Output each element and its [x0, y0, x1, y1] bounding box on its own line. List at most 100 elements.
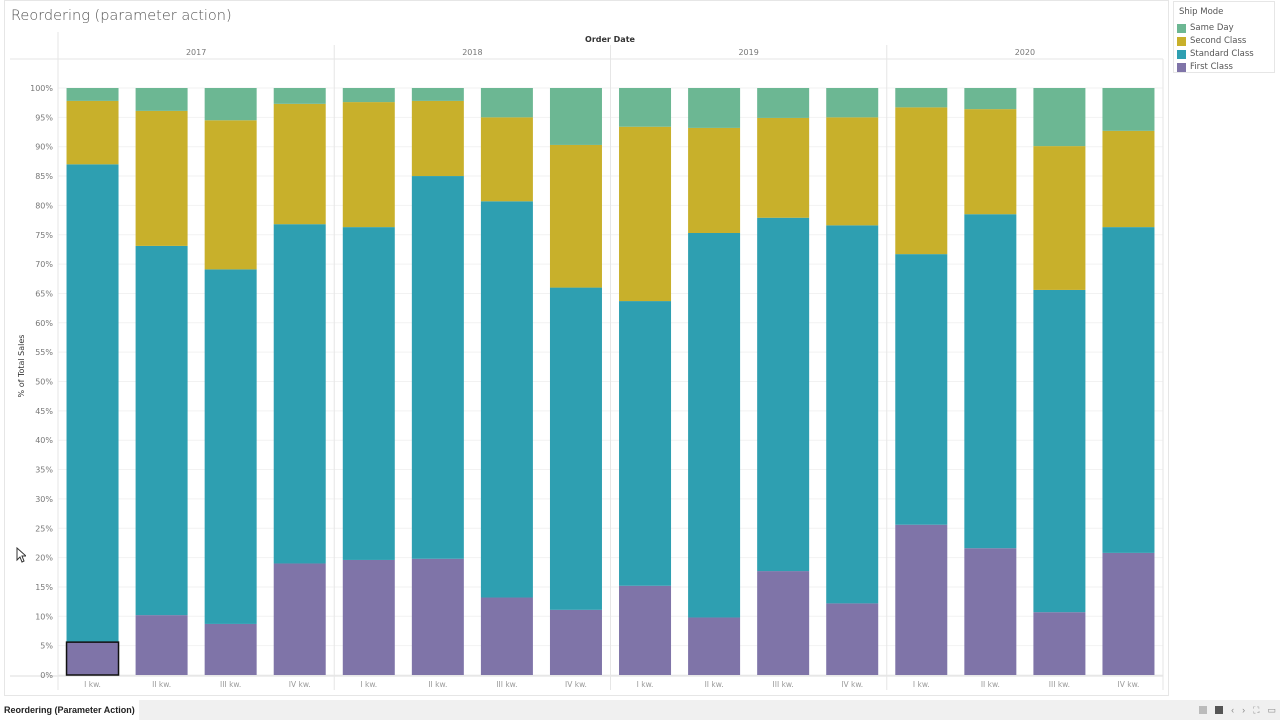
bar-segment-second-class[interactable]	[549, 144, 602, 288]
bar-segment-second-class[interactable]	[204, 120, 257, 270]
bar-segment-standard-class[interactable]	[549, 287, 602, 610]
bar-segment-first-class[interactable]	[964, 548, 1017, 675]
y-tick-label: 100%	[30, 84, 53, 93]
bar-segment-second-class[interactable]	[826, 117, 879, 226]
grid-view-icon[interactable]	[1199, 706, 1208, 714]
bar-segment-same-day[interactable]	[1102, 88, 1155, 131]
bar-segment-same-day[interactable]	[411, 88, 464, 101]
bar-segment-first-class[interactable]	[1033, 612, 1086, 675]
next-tab-icon[interactable]: ›	[1242, 705, 1246, 715]
bar-segment-first-class[interactable]	[549, 609, 602, 675]
bar-segment-second-class[interactable]	[619, 126, 672, 302]
bar-segment-first-class[interactable]	[1102, 552, 1155, 675]
bar-segment-standard-class[interactable]	[1033, 289, 1086, 613]
bar-segment-standard-class[interactable]	[964, 214, 1017, 549]
bar-segment-same-day[interactable]	[273, 88, 326, 104]
bar-segment-same-day[interactable]	[826, 88, 879, 118]
prev-tab-icon[interactable]: ‹	[1231, 705, 1235, 715]
bar-2017-q1[interactable]	[66, 88, 119, 675]
bar-2019-q1[interactable]	[619, 88, 672, 675]
bar-segment-first-class[interactable]	[826, 603, 879, 675]
bar-segment-same-day[interactable]	[757, 88, 810, 118]
bar-2018-q4[interactable]	[549, 88, 602, 675]
bar-2019-q4[interactable]	[826, 88, 879, 675]
bar-segment-second-class[interactable]	[342, 102, 395, 228]
fullscreen-icon[interactable]: ⛶	[1253, 705, 1260, 715]
bar-segment-second-class[interactable]	[895, 107, 948, 255]
bar-segment-same-day[interactable]	[342, 88, 395, 103]
bar-segment-same-day[interactable]	[895, 88, 948, 108]
bar-segment-second-class[interactable]	[964, 109, 1017, 215]
bar-segment-same-day[interactable]	[204, 88, 257, 121]
bar-segment-second-class[interactable]	[66, 100, 119, 165]
bar-segment-second-class[interactable]	[480, 117, 533, 202]
bar-segment-same-day[interactable]	[619, 88, 672, 127]
legend-title: Ship Mode	[1179, 7, 1224, 17]
bar-segment-same-day[interactable]	[135, 88, 188, 111]
legend-swatch	[1177, 62, 1186, 72]
bar-segment-first-class[interactable]	[342, 559, 395, 675]
bar-segment-same-day[interactable]	[549, 88, 602, 145]
bar-2019-q2[interactable]	[688, 88, 741, 675]
bar-segment-standard-class[interactable]	[826, 225, 879, 604]
single-view-icon[interactable]	[1215, 706, 1224, 714]
bar-segment-standard-class[interactable]	[135, 245, 188, 616]
bar-segment-same-day[interactable]	[66, 88, 119, 101]
bar-2017-q4[interactable]	[273, 88, 326, 675]
bar-2020-q3[interactable]	[1033, 88, 1086, 675]
bar-segment-standard-class[interactable]	[895, 254, 948, 525]
bar-2020-q2[interactable]	[964, 88, 1017, 675]
presentation-icon[interactable]: ▭	[1267, 705, 1276, 715]
legend-item-same-day[interactable]: Same Day	[1177, 22, 1234, 34]
selected-mark-outline	[65, 641, 120, 676]
bar-segment-second-class[interactable]	[757, 117, 810, 218]
bar-segment-standard-class[interactable]	[480, 201, 533, 598]
bar-segment-standard-class[interactable]	[342, 227, 395, 560]
bar-segment-same-day[interactable]	[480, 88, 533, 118]
bar-segment-first-class[interactable]	[895, 524, 948, 675]
bar-2019-q3[interactable]	[757, 88, 810, 675]
bar-2017-q2[interactable]	[135, 88, 188, 675]
bar-segment-second-class[interactable]	[273, 103, 326, 225]
bar-segment-first-class[interactable]	[411, 558, 464, 675]
bar-segment-first-class[interactable]	[273, 563, 326, 675]
year-header-2017[interactable]: 2017	[186, 48, 206, 57]
bar-segment-first-class[interactable]	[204, 623, 257, 675]
legend-item-standard-class[interactable]: Standard Class	[1177, 48, 1254, 60]
bar-segment-same-day[interactable]	[1033, 88, 1086, 147]
bar-segment-standard-class[interactable]	[204, 269, 257, 624]
bar-segment-first-class[interactable]	[480, 597, 533, 675]
legend-item-first-class[interactable]: First Class	[1177, 61, 1233, 73]
bar-segment-standard-class[interactable]	[66, 164, 119, 643]
year-header-2018[interactable]: 2018	[462, 48, 482, 57]
bar-segment-second-class[interactable]	[135, 110, 188, 246]
year-header-2020[interactable]: 2020	[1015, 48, 1035, 57]
bar-segment-standard-class[interactable]	[411, 176, 464, 559]
bar-2018-q3[interactable]	[480, 88, 533, 675]
bar-segment-same-day[interactable]	[688, 88, 741, 128]
bar-segment-standard-class[interactable]	[1102, 227, 1155, 553]
bar-2017-q3[interactable]	[204, 88, 257, 675]
bar-2018-q2[interactable]	[411, 88, 464, 675]
bar-segment-second-class[interactable]	[411, 100, 464, 177]
bar-segment-first-class[interactable]	[66, 642, 119, 675]
bar-segment-first-class[interactable]	[619, 585, 672, 675]
y-tick-label: 25%	[35, 524, 53, 533]
bar-segment-standard-class[interactable]	[273, 224, 326, 564]
bar-segment-standard-class[interactable]	[688, 232, 741, 618]
bar-segment-first-class[interactable]	[688, 617, 741, 675]
bar-segment-first-class[interactable]	[135, 615, 188, 675]
bar-segment-same-day[interactable]	[964, 88, 1017, 110]
bar-segment-second-class[interactable]	[688, 127, 741, 233]
bar-segment-second-class[interactable]	[1102, 130, 1155, 228]
bar-segment-standard-class[interactable]	[757, 217, 810, 572]
sheet-tab-reordering[interactable]: Reordering (Parameter Action)	[0, 700, 139, 720]
legend-item-second-class[interactable]: Second Class	[1177, 35, 1246, 47]
year-header-2019[interactable]: 2019	[738, 48, 758, 57]
bar-2018-q1[interactable]	[342, 88, 395, 675]
bar-segment-first-class[interactable]	[757, 571, 810, 675]
bar-2020-q1[interactable]	[895, 88, 948, 675]
bar-2020-q4[interactable]	[1102, 88, 1155, 675]
bar-segment-standard-class[interactable]	[619, 301, 672, 586]
bar-segment-second-class[interactable]	[1033, 146, 1086, 290]
